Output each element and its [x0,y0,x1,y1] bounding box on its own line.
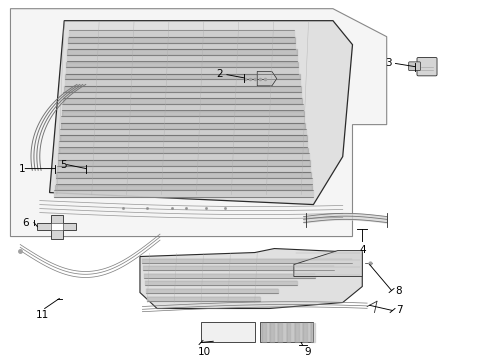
Text: 9: 9 [305,347,311,357]
Text: 5: 5 [60,159,67,170]
Text: 11: 11 [36,310,49,320]
Polygon shape [294,251,362,276]
Bar [201,323,255,342]
Polygon shape [49,21,352,204]
Text: 8: 8 [395,285,402,296]
Text: 2: 2 [217,69,223,79]
Polygon shape [260,323,314,342]
Polygon shape [140,248,362,309]
Text: 1: 1 [19,163,25,174]
Polygon shape [257,71,277,86]
FancyBboxPatch shape [417,58,437,76]
Text: 10: 10 [197,347,211,357]
Text: 6: 6 [23,217,29,228]
Text: 3: 3 [385,58,392,68]
Polygon shape [51,223,63,230]
Polygon shape [10,9,387,237]
FancyBboxPatch shape [409,62,420,71]
Text: 4: 4 [359,244,366,255]
Text: 7: 7 [396,306,403,315]
Polygon shape [37,215,76,239]
